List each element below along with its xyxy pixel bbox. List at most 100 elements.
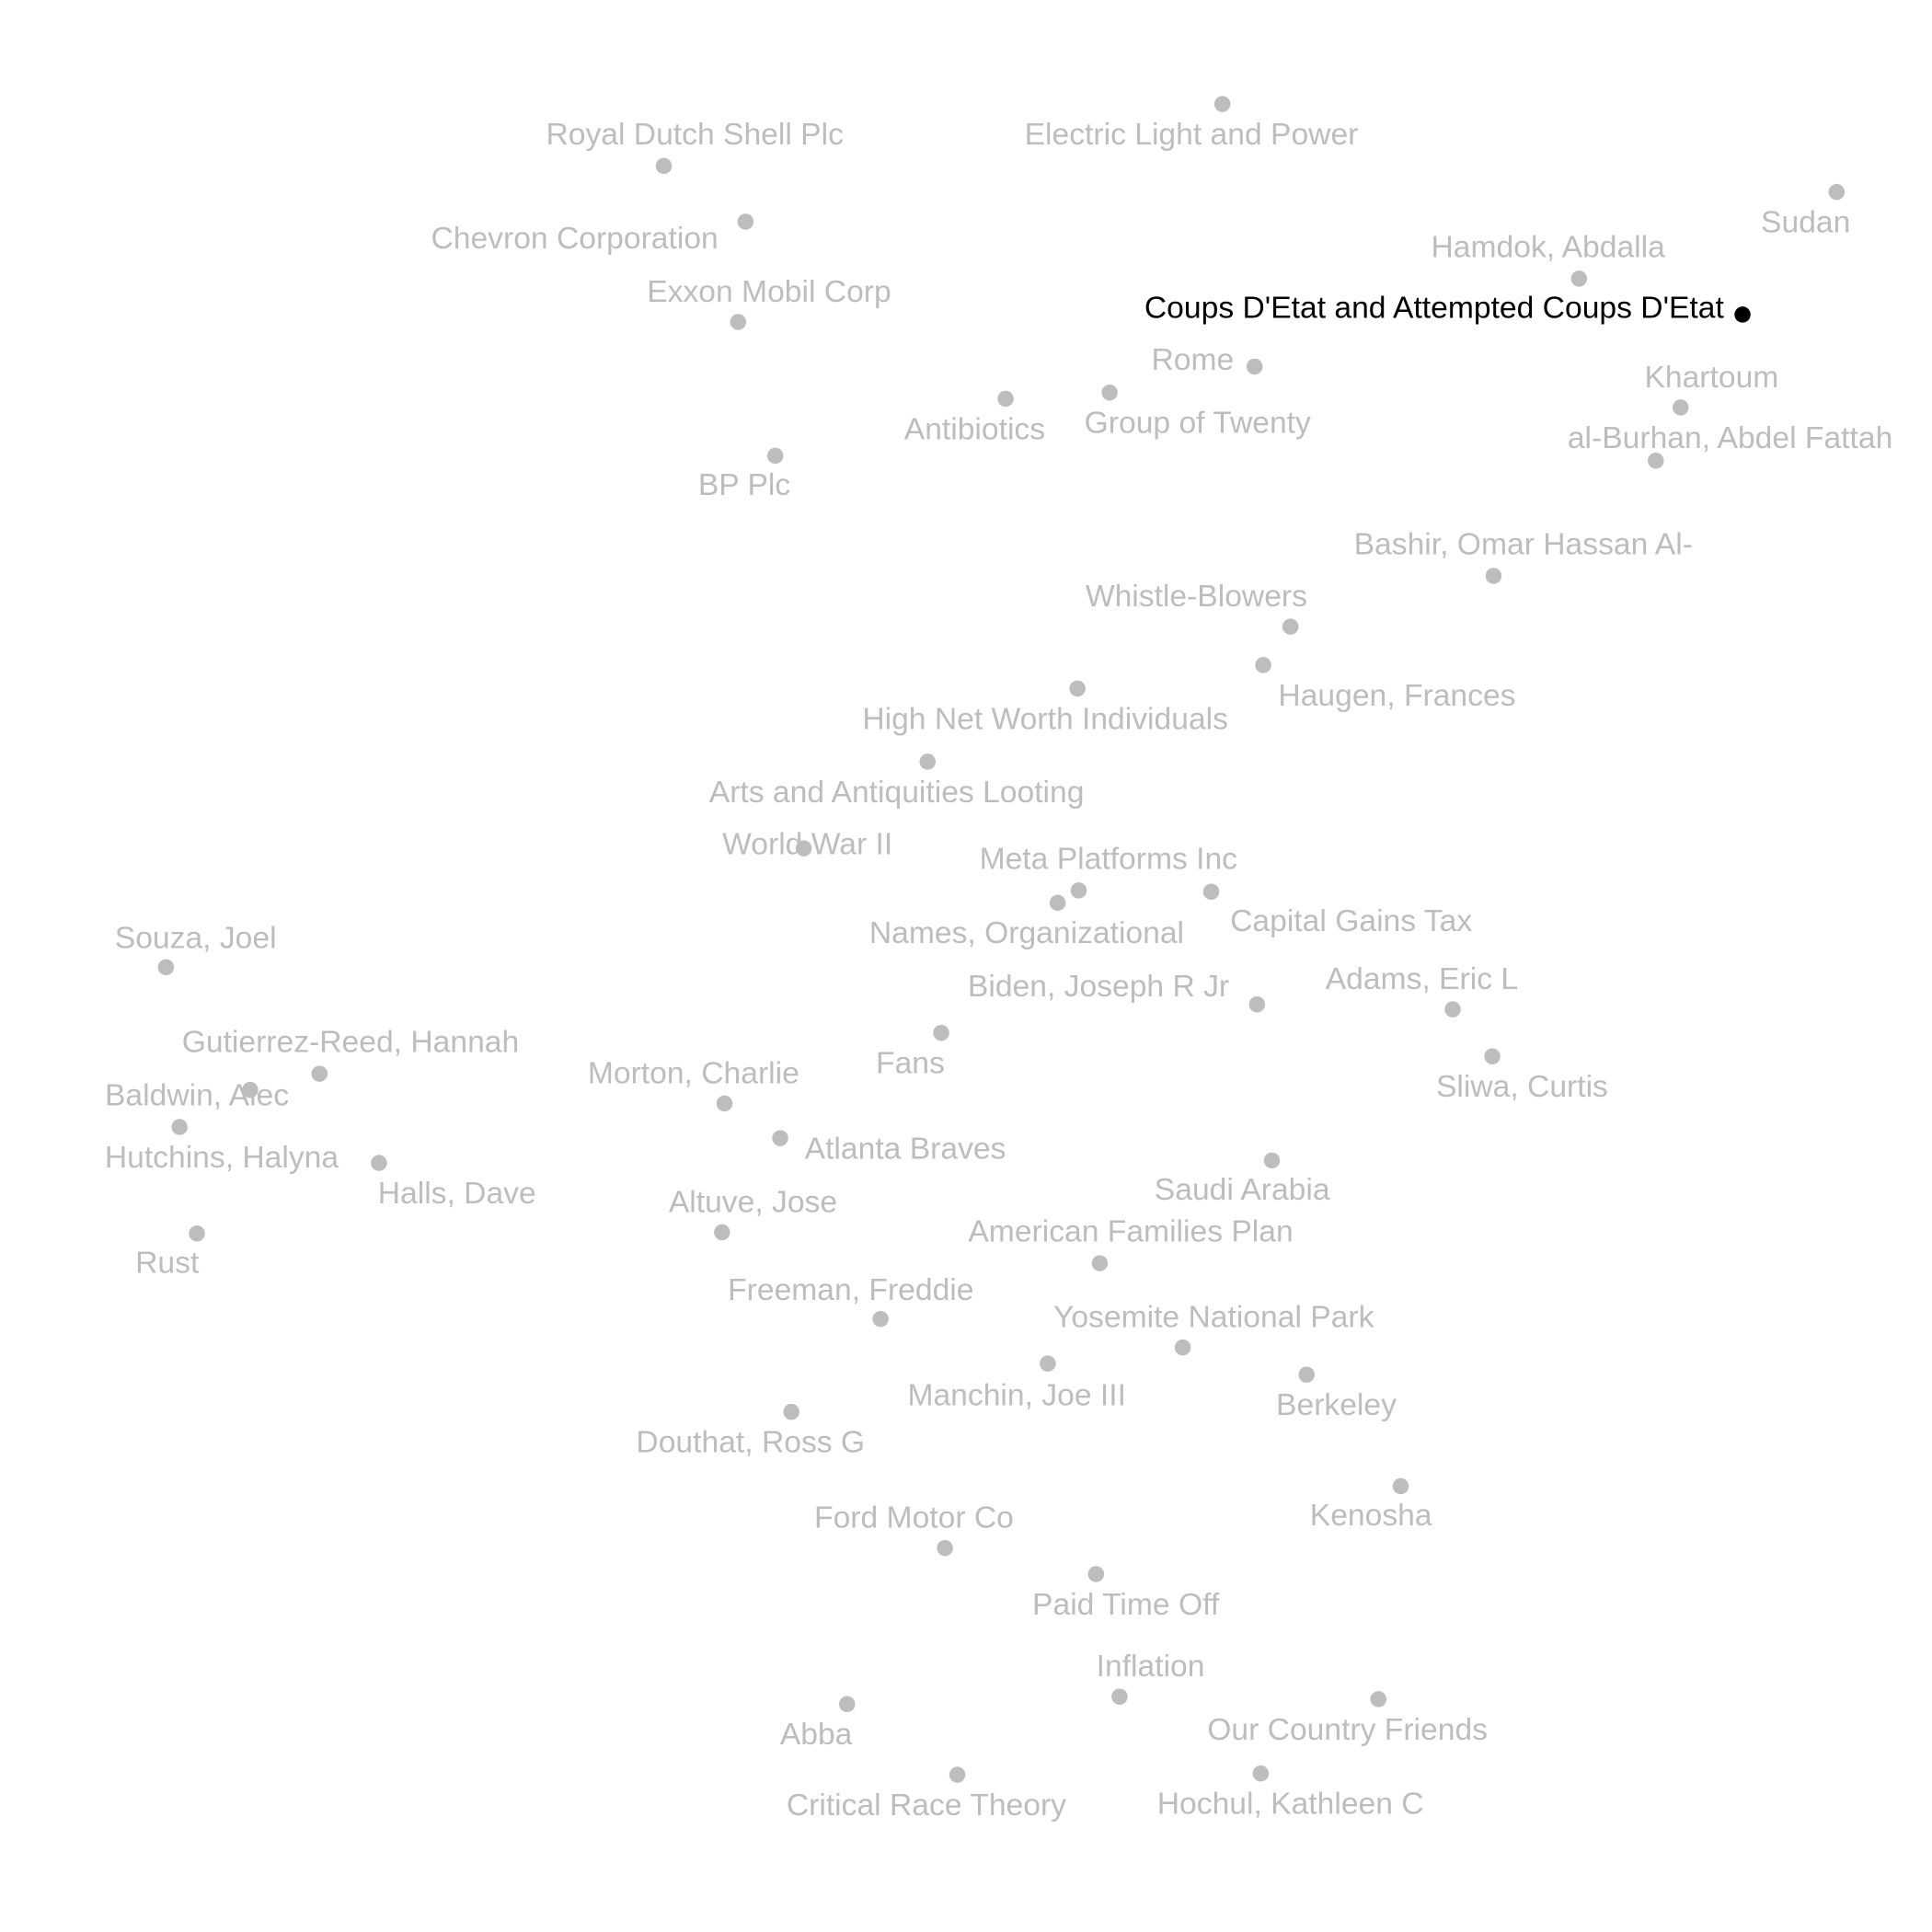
- point-label: Rust: [135, 1246, 200, 1280]
- point-marker: [1101, 384, 1118, 401]
- point-marker: [795, 840, 812, 857]
- point-label: Meta Platforms Inc: [980, 842, 1237, 876]
- point-label: Coups D'Etat and Attempted Coups D'Etat: [1144, 291, 1725, 325]
- point-marker: [1444, 1001, 1461, 1018]
- point-marker: [242, 1081, 259, 1098]
- point-label: Inflation: [1097, 1650, 1205, 1684]
- point-label: High Net Worth Individuals: [862, 702, 1228, 736]
- point-label: Antibiotics: [904, 412, 1045, 446]
- point-label: Paid Time Off: [1032, 1588, 1220, 1622]
- point-marker: [737, 213, 754, 230]
- point-marker: [371, 1155, 387, 1171]
- point-marker: [783, 1403, 799, 1420]
- point-label: Gutierrez-Reed, Hannah: [182, 1026, 520, 1060]
- point-label: Arts and Antiquities Looting: [709, 776, 1085, 810]
- point-marker: [1069, 680, 1086, 697]
- point-label: Douthat, Ross G: [636, 1426, 865, 1460]
- point-marker: [997, 390, 1014, 408]
- point-marker: [1255, 657, 1271, 673]
- point-marker: [766, 447, 784, 465]
- point-label: Our Country Friends: [1207, 1713, 1488, 1747]
- point-marker: [949, 1766, 966, 1783]
- point-marker: [1263, 1152, 1281, 1169]
- point-marker: [1087, 1566, 1105, 1582]
- point-marker: [157, 959, 175, 976]
- points-layer: Electric Light and Power Royal Dutch Shel…: [105, 96, 1892, 1823]
- point-marker: [872, 1310, 889, 1328]
- point-label: Altuve, Jose: [669, 1185, 837, 1219]
- point-marker: [171, 1119, 188, 1135]
- point-label: Saudi Arabia: [1155, 1173, 1330, 1207]
- point-label: Capital Gains Tax: [1230, 904, 1472, 938]
- point-marker: [189, 1225, 205, 1242]
- point-label: Atlanta Braves: [805, 1132, 1006, 1166]
- point-label: Berkeley: [1276, 1388, 1397, 1422]
- point-label: Haugen, Frances: [1278, 679, 1515, 713]
- point-label: Freeman, Freddie: [728, 1273, 973, 1307]
- point-label: Names, Organizational: [869, 916, 1184, 950]
- point-marker: [1202, 883, 1220, 900]
- point-label: Chevron Corporation: [431, 222, 718, 256]
- point-marker: [714, 1224, 730, 1241]
- point-label: Manchin, Joe III: [907, 1378, 1125, 1412]
- point-label: Abba: [780, 1718, 853, 1752]
- point-marker: [655, 157, 673, 175]
- point-label: Exxon Mobil Corp: [647, 275, 891, 309]
- point-marker: [1570, 270, 1588, 287]
- point-label: Group of Twenty: [1085, 407, 1311, 441]
- point-marker: [1370, 1691, 1387, 1708]
- point-marker: [1248, 995, 1266, 1013]
- point-marker: [1648, 453, 1664, 469]
- point-label: Hamdok, Abdalla: [1432, 230, 1666, 264]
- point-label: Royal Dutch Shell Plc: [546, 118, 843, 152]
- point-label: Sudan: [1761, 206, 1850, 240]
- point-marker: [1040, 1355, 1056, 1372]
- point-marker: [1828, 183, 1846, 201]
- point-label: Adams, Eric L: [1326, 962, 1518, 996]
- point-marker: [1091, 1255, 1109, 1271]
- point-label: Critical Race Theory: [787, 1788, 1066, 1823]
- point-label: Hutchins, Halyna: [105, 1141, 339, 1175]
- point-marker: [1485, 568, 1502, 584]
- point-label: Rome: [1151, 343, 1234, 377]
- point-marker: [311, 1065, 328, 1082]
- point-marker: [1734, 306, 1751, 323]
- point-marker: [716, 1095, 733, 1112]
- point-label: Bashir, Omar Hassan Al-: [1354, 528, 1693, 562]
- point-marker: [1049, 894, 1066, 912]
- point-marker: [730, 314, 747, 330]
- point-label: Halls, Dave: [378, 1177, 536, 1211]
- point-marker: [1070, 882, 1087, 899]
- point-marker: [1298, 1366, 1315, 1383]
- point-label: Electric Light and Power: [1025, 118, 1359, 152]
- point-label: Souza, Joel: [115, 922, 277, 956]
- point-label: Sliwa, Curtis: [1436, 1070, 1608, 1104]
- point-marker: [1484, 1048, 1501, 1065]
- point-label: Baldwin, Alec: [105, 1079, 289, 1113]
- point-label: al-Burhan, Abdel Fattah: [1568, 421, 1892, 455]
- point-marker: [919, 753, 937, 770]
- point-label: World War II: [722, 827, 892, 861]
- point-marker: [1111, 1688, 1128, 1705]
- point-marker: [1174, 1339, 1191, 1356]
- point-marker: [1246, 358, 1263, 375]
- point-marker: [1672, 399, 1689, 416]
- point-marker: [1252, 1765, 1270, 1782]
- point-marker: [839, 1696, 856, 1713]
- point-label: Kenosha: [1310, 1499, 1432, 1533]
- point-label: Morton, Charlie: [588, 1056, 799, 1090]
- point-label: Hochul, Kathleen C: [1157, 1788, 1424, 1822]
- point-marker: [772, 1130, 788, 1146]
- point-label: American Families Plan: [968, 1215, 1293, 1249]
- point-marker: [1392, 1478, 1409, 1495]
- point-marker: [1282, 618, 1299, 635]
- point-marker: [1213, 96, 1231, 112]
- point-label: Whistle-Blowers: [1086, 580, 1307, 614]
- point-label: Fans: [876, 1047, 945, 1081]
- point-label: Biden, Joseph R Jr: [968, 970, 1229, 1004]
- point-label: Khartoum: [1644, 361, 1778, 395]
- point-marker: [933, 1024, 949, 1041]
- point-label: BP Plc: [698, 468, 790, 502]
- point-marker: [937, 1539, 953, 1557]
